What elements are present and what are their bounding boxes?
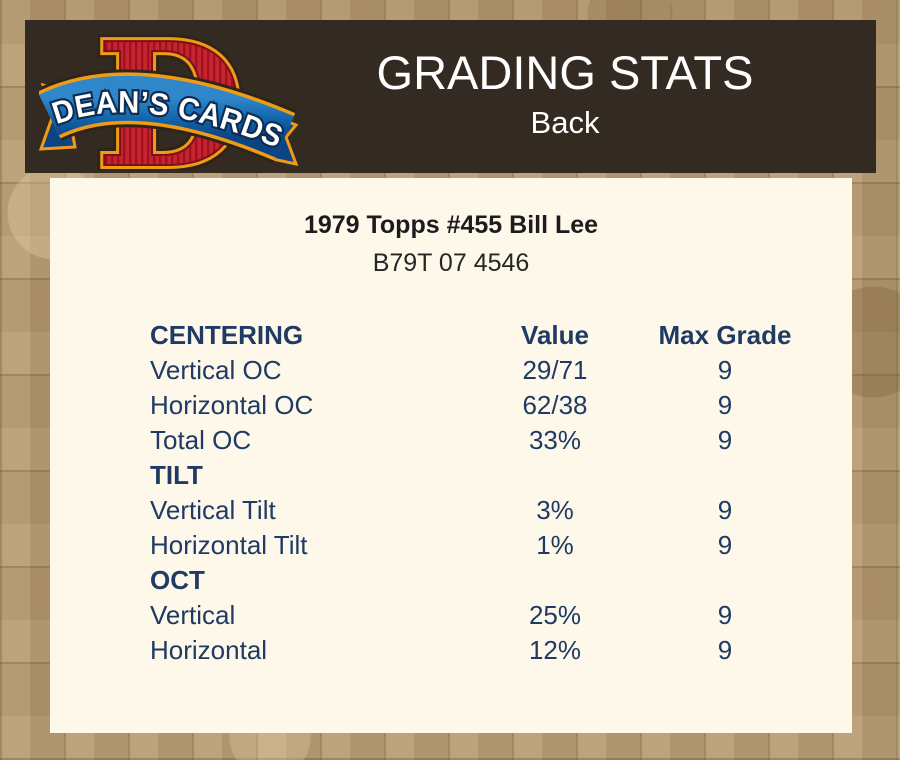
- stat-label: Vertical Tilt: [150, 495, 276, 525]
- stat-value: 29/71: [522, 355, 588, 385]
- empty-cell: [480, 458, 630, 493]
- stat-row: Vertical Tilt 3% 9: [150, 493, 820, 528]
- empty-cell: [480, 563, 630, 598]
- section-label: TILT: [150, 460, 203, 490]
- stat-max-grade: 9: [717, 635, 733, 665]
- stat-row: Horizontal Tilt 1% 9: [150, 528, 820, 563]
- stat-max-grade: 9: [717, 390, 733, 420]
- column-header-centering: CENTERING: [150, 320, 304, 350]
- stats-panel: 1979 Topps #455 Bill Lee B79T 07 4546 CE…: [50, 178, 852, 733]
- stat-label: Vertical: [150, 600, 236, 630]
- stat-value: 62/38: [522, 390, 588, 420]
- stat-value: 12%: [528, 635, 582, 665]
- stat-value: 25%: [528, 600, 582, 630]
- section-header-row: OCT: [150, 563, 820, 598]
- table-header-row: CENTERING Value Max Grade: [150, 318, 820, 353]
- stat-max-grade: 9: [717, 530, 733, 560]
- card-serial-number: B79T 07 4546: [372, 249, 530, 277]
- section-label: OCT: [150, 565, 205, 595]
- deans-cards-logo[interactable]: D D D DEAN’S CARDS: [25, 20, 305, 173]
- card-side-label: Back: [530, 104, 600, 140]
- page-title: GRADING STATS: [376, 46, 754, 99]
- stat-max-grade: 9: [717, 495, 733, 525]
- section-header-row: TILT: [150, 458, 820, 493]
- stat-row: Vertical OC 29/71 9: [150, 353, 820, 388]
- grading-table: CENTERING Value Max Grade Vertical OC 29/…: [150, 318, 820, 668]
- deans-cards-logo-icon: D D D DEAN’S CARDS: [39, 23, 299, 170]
- stat-value: 33%: [528, 425, 582, 455]
- stat-value: 3%: [536, 495, 574, 525]
- stat-label: Horizontal Tilt: [150, 530, 308, 560]
- stat-label: Total OC: [150, 425, 252, 455]
- card-title: 1979 Topps #455 Bill Lee: [303, 211, 599, 239]
- empty-cell: [630, 563, 820, 598]
- stat-row: Horizontal 12% 9: [150, 633, 820, 668]
- stat-label: Vertical OC: [150, 355, 282, 385]
- stat-max-grade: 9: [717, 425, 733, 455]
- stat-label: Horizontal: [150, 635, 268, 665]
- stat-label: Horizontal OC: [150, 390, 314, 420]
- stat-row: Vertical 25% 9: [150, 598, 820, 633]
- stat-max-grade: 9: [717, 600, 733, 630]
- stat-max-grade: 9: [717, 355, 733, 385]
- ribbon-band: [39, 75, 294, 158]
- empty-cell: [630, 458, 820, 493]
- column-header-value: Value: [521, 320, 589, 350]
- column-header-max-grade: Max Grade: [658, 320, 792, 350]
- header-bar: D D D DEAN’S CARDS GRADING STATS Back: [25, 20, 876, 173]
- stat-row: Horizontal OC 62/38 9: [150, 388, 820, 423]
- header-titles: GRADING STATS Back: [305, 20, 876, 173]
- stat-value: 1%: [536, 530, 574, 560]
- stat-row: Total OC 33% 9: [150, 423, 820, 458]
